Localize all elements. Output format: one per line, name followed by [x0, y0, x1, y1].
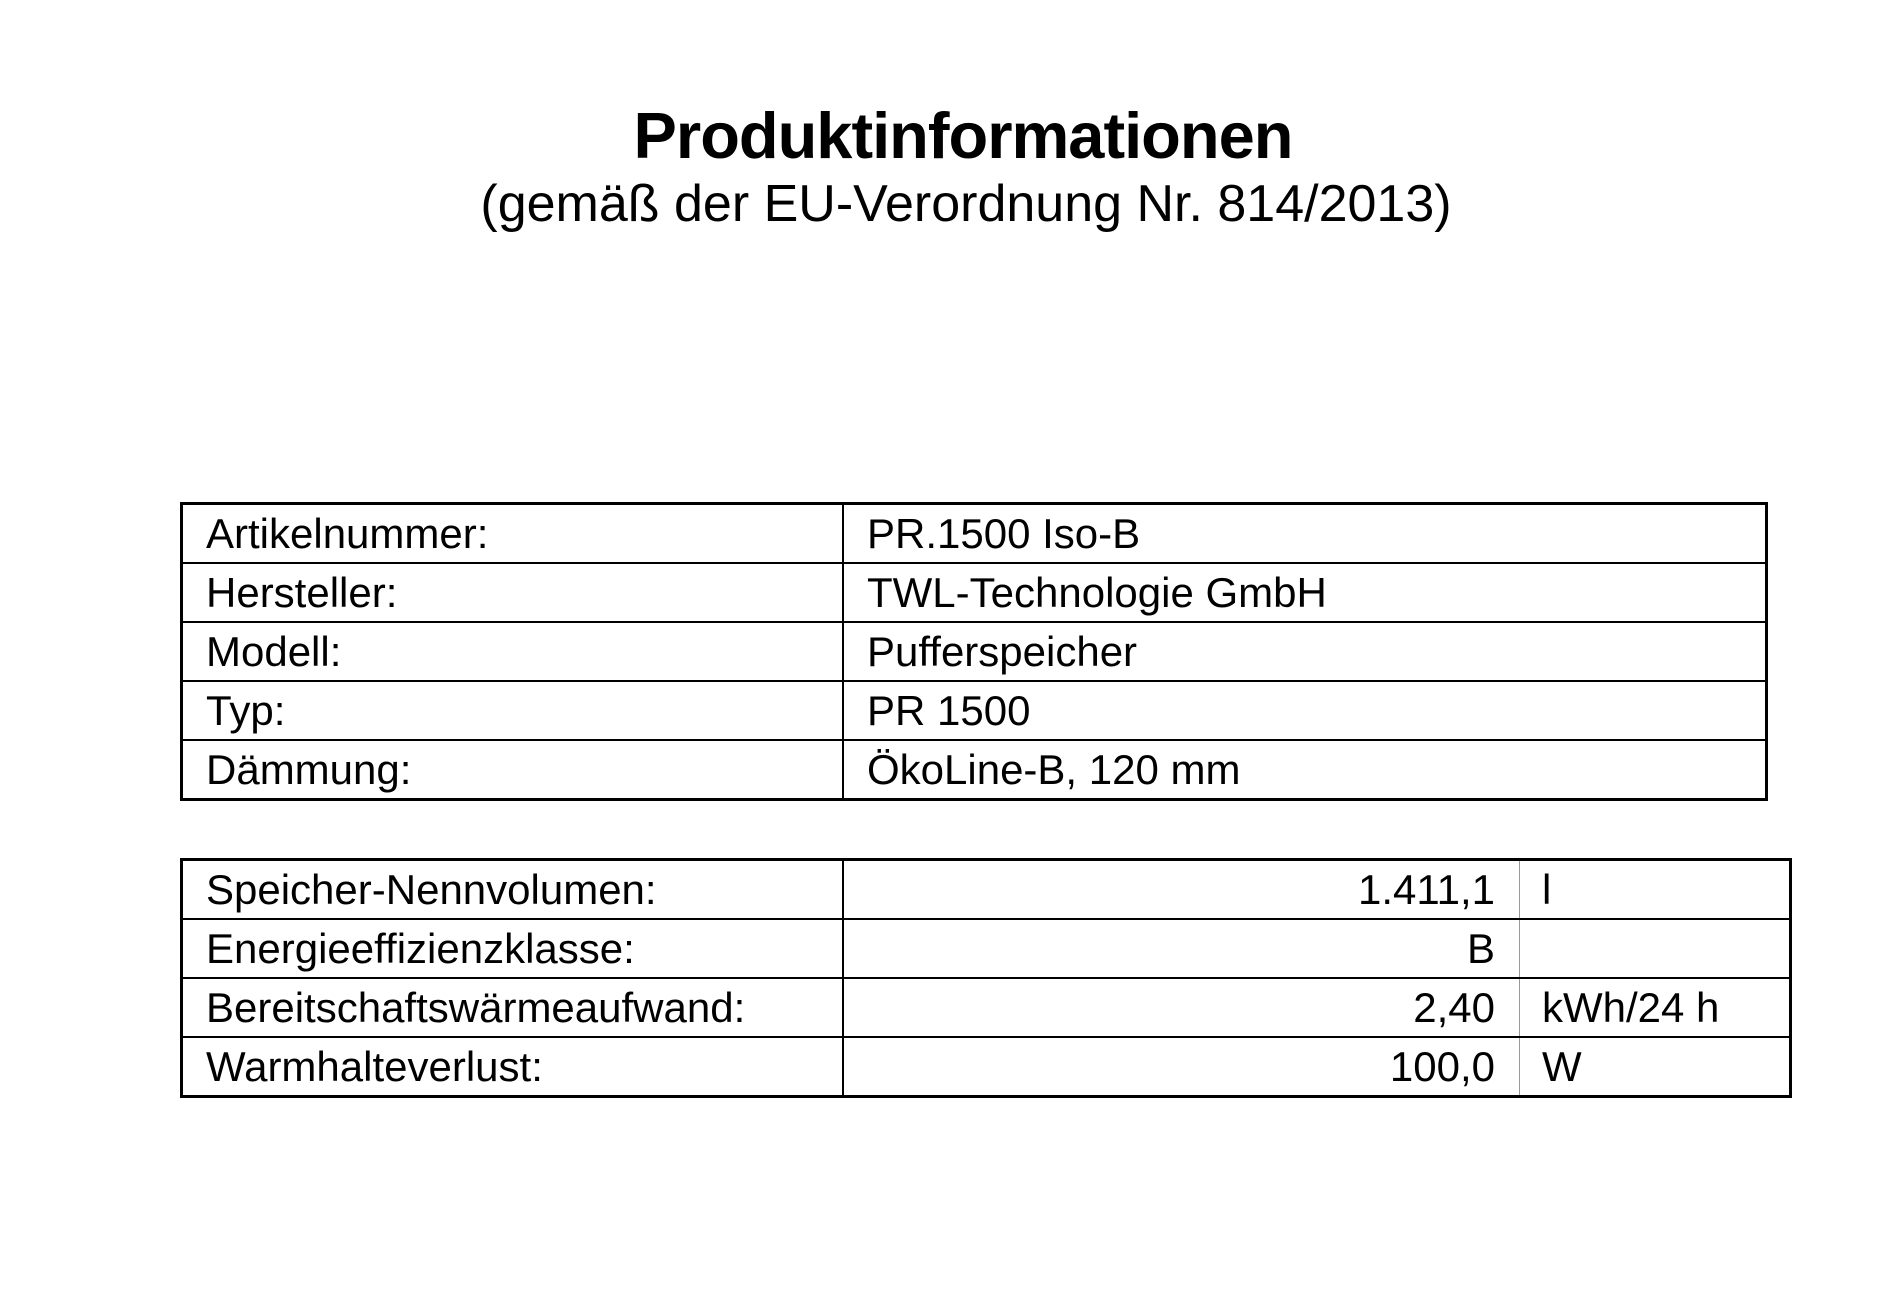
row-label: Speicher-Nennvolumen:	[180, 858, 844, 920]
table-row: Dämmung: ÖkoLine-B, 120 mm	[180, 739, 1768, 801]
row-unit: kWh/24 h	[1519, 977, 1792, 1038]
row-label: Modell:	[180, 621, 844, 682]
energy-data-table: Speicher-Nennvolumen: 1.411,1 l Energiee…	[180, 858, 1792, 1098]
row-value: TWL-Technologie GmbH	[842, 562, 1768, 623]
row-value: ÖkoLine-B, 120 mm	[842, 739, 1768, 801]
row-value: PR.1500 Iso-B	[842, 502, 1768, 564]
row-label: Bereitschaftswärmeaufwand:	[180, 977, 844, 1038]
table-row: Modell: Pufferspeicher	[180, 621, 1768, 682]
product-info-table: Artikelnummer: PR.1500 Iso-B Hersteller:…	[180, 502, 1768, 801]
table-row: Warmhalteverlust: 100,0 W	[180, 1036, 1792, 1098]
page-subtitle: (gemäß der EU-Verordnung Nr. 814/2013)	[480, 175, 1452, 233]
row-value: B	[842, 918, 1520, 979]
row-value: Pufferspeicher	[842, 621, 1768, 682]
table-row: Typ: PR 1500	[180, 680, 1768, 741]
table-row: Artikelnummer: PR.1500 Iso-B	[180, 502, 1768, 564]
table-row: Speicher-Nennvolumen: 1.411,1 l	[180, 858, 1792, 920]
row-label: Warmhalteverlust:	[180, 1036, 844, 1098]
row-label: Hersteller:	[180, 562, 844, 623]
row-value: 1.411,1	[842, 858, 1520, 920]
row-value: 2,40	[842, 977, 1520, 1038]
row-unit	[1519, 918, 1792, 979]
table-row: Hersteller: TWL-Technologie GmbH	[180, 562, 1768, 623]
row-label: Energieeffizienzklasse:	[180, 918, 844, 979]
row-label: Dämmung:	[180, 739, 844, 801]
row-value: PR 1500	[842, 680, 1768, 741]
table-row: Bereitschaftswärmeaufwand: 2,40 kWh/24 h	[180, 977, 1792, 1038]
row-label: Typ:	[180, 680, 844, 741]
row-unit: W	[1519, 1036, 1792, 1098]
row-value: 100,0	[842, 1036, 1520, 1098]
page-title: Produktinformationen	[633, 99, 1294, 172]
row-unit: l	[1519, 858, 1792, 920]
table-row: Energieeffizienzklasse: B	[180, 918, 1792, 979]
row-label: Artikelnummer:	[180, 502, 844, 564]
